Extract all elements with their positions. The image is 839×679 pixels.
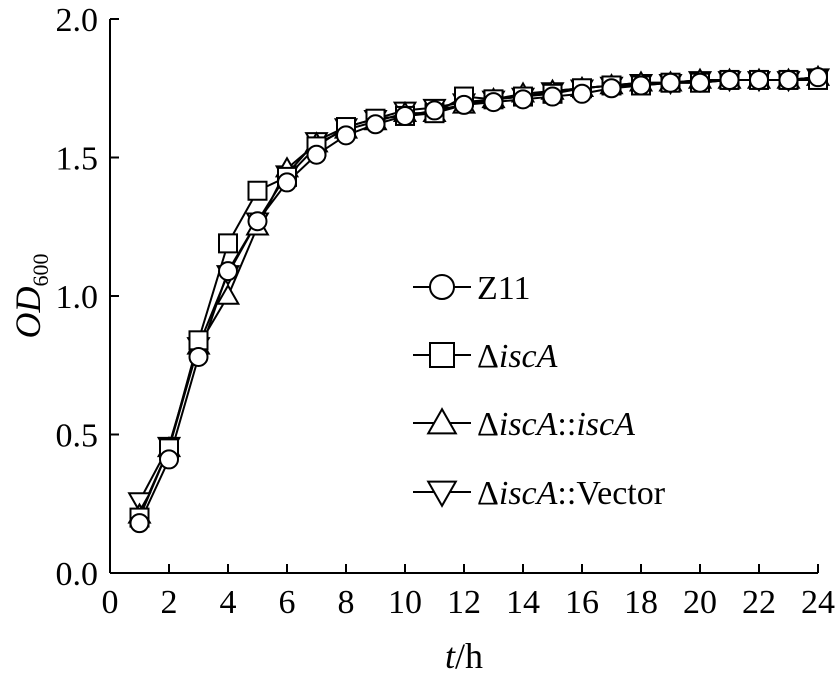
x-tick-label: 20 bbox=[683, 584, 717, 621]
legend-label: ΔiscA bbox=[477, 338, 558, 375]
y-tick-label: 1.0 bbox=[56, 279, 99, 316]
y-axis-title-main: OD bbox=[8, 287, 48, 339]
data-point-circle bbox=[277, 172, 297, 193]
x-axis-title-italic: t bbox=[445, 636, 456, 676]
data-point-circle bbox=[808, 67, 828, 88]
y-tick-label: 1.5 bbox=[56, 141, 99, 178]
data-point-square bbox=[218, 233, 238, 254]
legend-label: Z11 bbox=[477, 270, 531, 307]
data-point-circle bbox=[454, 94, 474, 115]
data-point-circle bbox=[159, 449, 179, 470]
x-tick-label: 4 bbox=[220, 584, 237, 621]
data-point-circle bbox=[719, 69, 740, 90]
data-point-circle bbox=[188, 346, 209, 367]
x-tick-label: 24 bbox=[801, 584, 835, 621]
legend-label-part: Z11 bbox=[477, 270, 531, 307]
data-point-circle bbox=[365, 114, 386, 135]
data-point-circle bbox=[572, 83, 592, 104]
x-tick-label: 12 bbox=[447, 584, 481, 621]
data-point-circle bbox=[336, 125, 356, 146]
data-point-circle bbox=[542, 86, 563, 107]
legend-label: ΔiscA::iscA bbox=[477, 406, 635, 443]
y-tick-label: 0.5 bbox=[56, 418, 99, 455]
data-point-circle bbox=[247, 211, 268, 232]
data-point-circle bbox=[483, 92, 504, 113]
data-point-square bbox=[188, 330, 209, 351]
x-tick-label: 14 bbox=[506, 584, 540, 621]
axes: 0 2 4 6 8 10 12 14 16 18 20 22 240.00.51.01.52.0 bbox=[56, 2, 836, 621]
data-point-circle bbox=[129, 513, 150, 534]
x-axis-title: t/h bbox=[445, 636, 483, 676]
data-point-circle bbox=[631, 75, 651, 96]
x-tick-label: 2 bbox=[161, 584, 178, 621]
data-point-circle bbox=[306, 144, 327, 165]
data-point-circle bbox=[778, 69, 799, 90]
legend-label-part: :: bbox=[557, 406, 576, 443]
x-tick-label: 22 bbox=[742, 584, 776, 621]
data-point-circle bbox=[424, 100, 445, 121]
x-tick-label: 16 bbox=[565, 584, 599, 621]
legend-label: ΔiscA::Vector bbox=[477, 475, 666, 512]
x-tick-label: 8 bbox=[338, 584, 355, 621]
x-tick-label: 0 bbox=[102, 584, 119, 621]
y-axis-title-subscript: 600 bbox=[28, 254, 53, 287]
data-point-circle bbox=[690, 72, 710, 93]
data-point-circle bbox=[660, 72, 681, 93]
data-point-circle bbox=[513, 89, 533, 110]
data-point-circle bbox=[395, 105, 415, 126]
legend-marker-triangle-up bbox=[426, 407, 458, 435]
data-point-triangle-up bbox=[215, 283, 241, 305]
legend-marker-circle bbox=[429, 274, 455, 300]
legend-label-part: Δ bbox=[477, 406, 499, 443]
legend-marker-triangle-down bbox=[426, 480, 458, 508]
y-tick-label: 0.0 bbox=[56, 556, 99, 593]
series-markers bbox=[127, 64, 831, 534]
legend-label-part: iscA bbox=[499, 475, 558, 512]
legend-label-part: iscA bbox=[499, 406, 558, 443]
data-point-triangle-down bbox=[127, 492, 152, 514]
legend-label-part: Δ bbox=[477, 475, 499, 512]
legend-label-part: Δ bbox=[477, 338, 499, 375]
data-point-circle bbox=[218, 261, 238, 282]
data-point-square bbox=[247, 180, 268, 201]
y-tick-label: 2.0 bbox=[56, 2, 99, 39]
y-axis-title: OD600 bbox=[8, 254, 53, 339]
legend-marker-square bbox=[429, 342, 455, 368]
data-point-circle bbox=[749, 69, 769, 90]
data-point-circle bbox=[601, 78, 622, 99]
x-tick-label: 18 bbox=[624, 584, 658, 621]
legend-label-part: iscA bbox=[576, 406, 635, 443]
x-axis-title-rest: /h bbox=[455, 636, 483, 676]
legend-label-part: iscA bbox=[499, 338, 558, 375]
legend-label-part: ::Vector bbox=[557, 475, 665, 512]
x-tick-label: 6 bbox=[279, 584, 296, 621]
x-tick-label: 10 bbox=[388, 584, 422, 621]
